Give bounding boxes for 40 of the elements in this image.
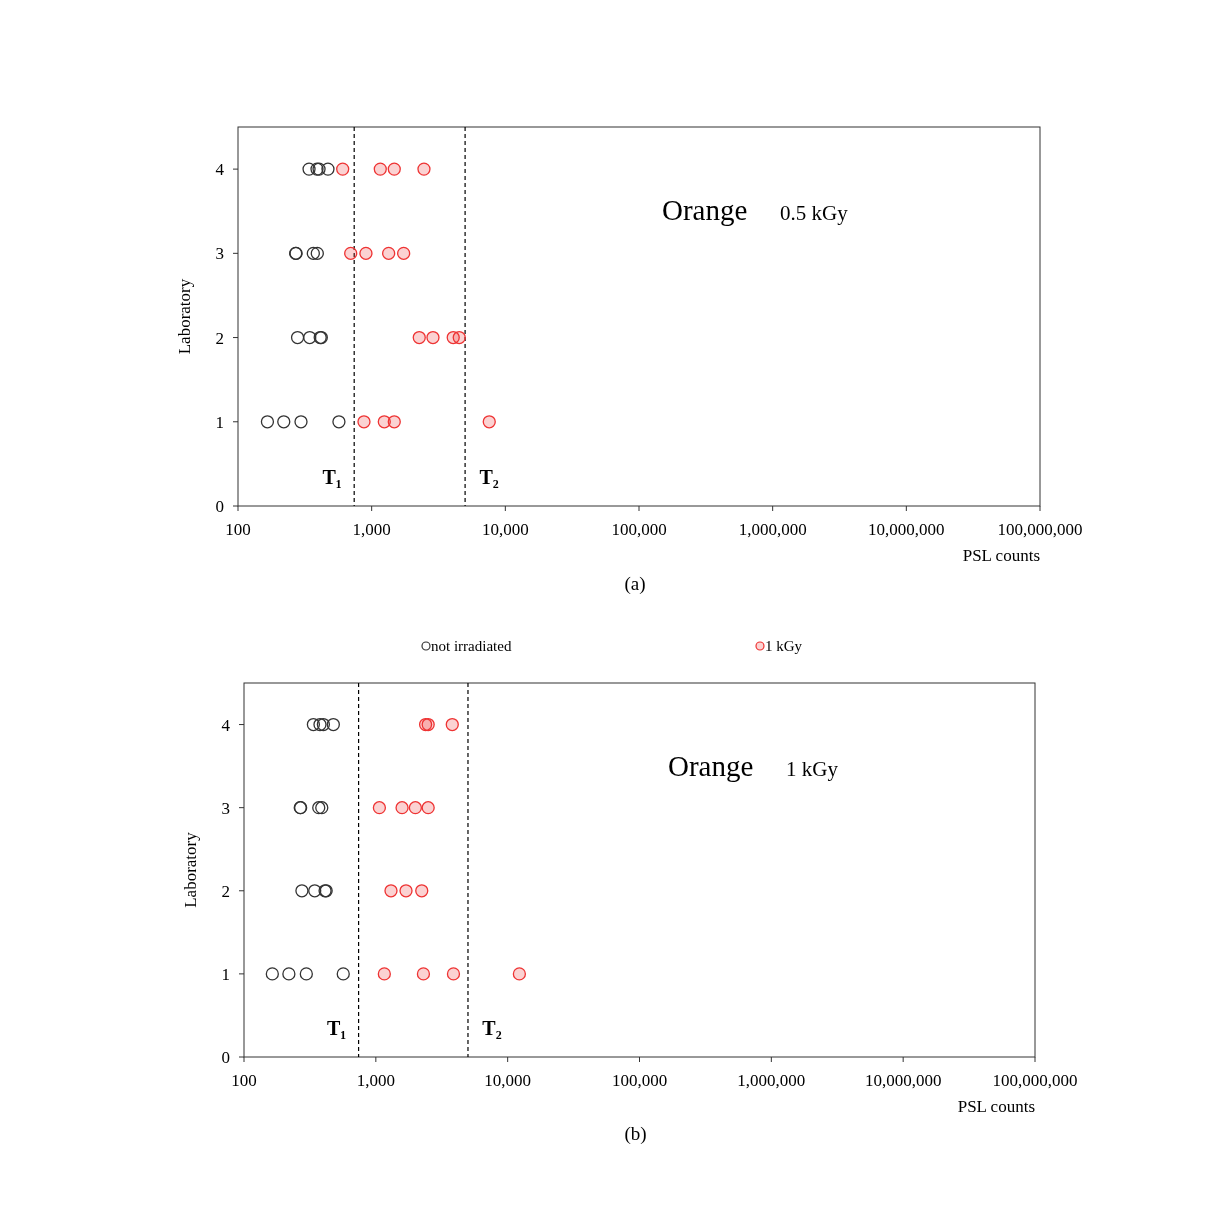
x-axis-title: PSL counts <box>962 546 1040 565</box>
ref-line-label: T₁ <box>326 1017 347 1039</box>
x-tick-label: 100,000,000 <box>997 520 1083 539</box>
x-tick-label: 10,000,000 <box>868 520 945 539</box>
x-tick-label: 10,000,000 <box>864 1071 942 1090</box>
x-tick-label: 100,000,000 <box>992 1071 1078 1090</box>
y-axis-title: Laboratory <box>181 831 200 908</box>
y-tick-label: 2 <box>215 328 224 348</box>
y-tick-label: 2 <box>221 881 230 901</box>
annotation: Orange <box>662 194 748 226</box>
y-tick-label: 0 <box>221 1048 230 1067</box>
y-axis-title: Laboratory <box>175 278 194 355</box>
y-tick-label: 3 <box>215 244 224 264</box>
ref-line-label: T₂ <box>479 466 499 488</box>
x-tick-label: 100,000 <box>611 1071 668 1090</box>
annotation: Orange <box>668 750 754 782</box>
ref-line-label: T₂ <box>482 1017 502 1039</box>
x-tick-label: 100,000 <box>611 520 667 539</box>
y-tick-label: 4 <box>215 160 225 180</box>
legend-label: 1 kGy <box>765 638 803 654</box>
x-tick-label: 1,000 <box>352 520 391 539</box>
x-tick-label: 100 <box>231 1071 257 1090</box>
y-tick-label: 1 <box>221 964 230 984</box>
y-tick-label: 1 <box>215 412 224 432</box>
y-tick-label: 0 <box>215 497 224 516</box>
legend-label: not irradiated <box>431 638 512 654</box>
x-tick-label: 1,000 <box>356 1071 395 1090</box>
x-tick-label: 1,000,000 <box>738 520 807 539</box>
text: (b) <box>624 1123 647 1145</box>
x-tick-label: 10,000 <box>484 1071 532 1090</box>
x-tick-label: 100 <box>225 520 251 539</box>
ref-line-label: T₁ <box>322 466 342 488</box>
text: (a) <box>624 573 646 595</box>
y-tick-label: 3 <box>221 798 230 818</box>
annotation: 0.5 kGy <box>780 201 849 225</box>
x-axis-title: PSL counts <box>957 1097 1035 1116</box>
x-tick-label: 10,000 <box>481 520 529 539</box>
y-tick-label: 4 <box>221 715 231 735</box>
x-tick-label: 1,000,000 <box>737 1071 806 1090</box>
annotation: 1 kGy <box>786 757 839 781</box>
